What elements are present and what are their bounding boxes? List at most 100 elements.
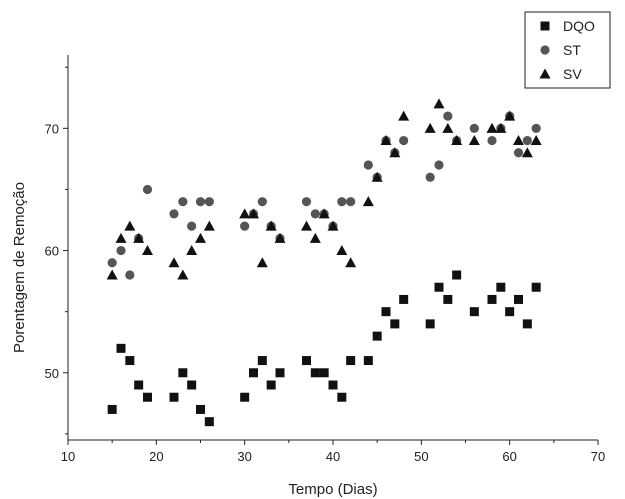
y-tick-label: 70: [45, 121, 59, 136]
sv-point: [389, 147, 401, 158]
series-sv: [106, 98, 542, 280]
sv-point: [336, 245, 348, 256]
st-point: [178, 197, 188, 207]
sv-point: [433, 98, 445, 109]
st-point: [337, 197, 347, 207]
dqo-point: [107, 404, 117, 414]
x-tick-label: 20: [149, 449, 163, 464]
legend: DQO ST SV: [524, 11, 611, 89]
dqo-point: [522, 319, 532, 329]
dqo-point: [337, 392, 347, 402]
sv-point: [248, 208, 259, 219]
x-axis-title: Tempo (Dias): [288, 481, 377, 498]
sv-point: [301, 220, 312, 231]
data-points: [106, 98, 542, 427]
dqo-point: [169, 392, 179, 402]
st-point: [310, 209, 320, 219]
series-st: [107, 111, 541, 280]
sv-point: [186, 245, 198, 256]
legend-label-sv: SV: [563, 66, 582, 82]
dqo-point: [505, 307, 515, 317]
sv-point: [177, 269, 189, 280]
st-point: [301, 197, 312, 207]
sv-point: [398, 110, 410, 121]
dqo-point: [381, 307, 391, 317]
dqo-point: [143, 392, 152, 402]
dqo-point: [187, 380, 197, 390]
legend-marker-sv: [539, 68, 551, 79]
dqo-point: [116, 343, 126, 353]
sv-point: [265, 220, 277, 231]
sv-point: [513, 135, 524, 146]
st-point: [443, 111, 453, 121]
st-point: [425, 172, 435, 182]
st-point: [487, 135, 497, 146]
sv-point: [486, 122, 498, 133]
dqo-point: [487, 294, 497, 304]
legend-label-st: ST: [563, 42, 581, 58]
dqo-point: [240, 392, 250, 402]
series-dqo: [107, 270, 541, 427]
sv-point: [256, 257, 268, 268]
dqo-point: [178, 368, 188, 378]
legend-marker-dqo: [540, 21, 550, 31]
legend-label-dqo: DQO: [563, 18, 595, 34]
sv-point: [362, 196, 374, 207]
sv-point: [318, 208, 330, 219]
x-tick-label: 70: [591, 449, 605, 464]
dqo-point: [531, 282, 541, 292]
sv-point: [451, 135, 463, 146]
dqo-point: [399, 294, 409, 304]
sv-point: [274, 232, 286, 243]
st-point: [142, 184, 153, 195]
sv-point: [168, 257, 180, 268]
st-point: [513, 148, 524, 158]
sv-point: [106, 269, 118, 280]
sv-point: [468, 135, 480, 146]
sv-point: [504, 110, 516, 121]
dqo-point: [443, 294, 453, 304]
sv-point: [195, 232, 206, 243]
legend-marker-st: [540, 45, 550, 55]
dqo-point: [249, 368, 258, 378]
dqo-point: [196, 404, 205, 414]
dqo-point: [328, 380, 338, 390]
sv-point: [124, 220, 136, 231]
st-point: [469, 123, 479, 133]
x-tick-label: 10: [61, 449, 75, 464]
st-point: [240, 221, 250, 231]
st-point: [434, 160, 444, 170]
dqo-point: [390, 319, 400, 329]
sv-point: [380, 135, 392, 146]
sv-point: [115, 232, 127, 243]
st-point: [195, 197, 206, 207]
dqo-point: [434, 282, 444, 292]
sv-point: [495, 122, 507, 133]
dqo-point: [346, 356, 356, 366]
st-point: [363, 160, 373, 170]
x-axis: 10 20 30 40 50 60 70: [61, 440, 605, 464]
st-point: [169, 209, 179, 219]
sv-point: [424, 122, 436, 133]
dqo-point: [204, 417, 214, 427]
dqo-point: [275, 368, 285, 378]
dqo-point: [452, 270, 462, 280]
dqo-point: [134, 380, 144, 390]
sv-point: [442, 122, 454, 133]
sv-point: [309, 232, 321, 243]
dqo-point: [125, 356, 135, 366]
y-tick-label: 60: [45, 244, 59, 259]
sv-point: [521, 147, 533, 158]
x-tick-label: 30: [237, 449, 251, 464]
st-point: [107, 258, 117, 268]
y-axis-title: Porentagem de Remoção: [11, 182, 28, 353]
dqo-point: [363, 356, 373, 366]
dqo-point: [266, 380, 276, 390]
st-point: [116, 245, 126, 256]
dqo-point: [372, 331, 382, 341]
y-axis: 50 60 70: [45, 66, 68, 435]
y-tick-label: 50: [45, 366, 59, 381]
dqo-point: [496, 282, 506, 292]
sv-point: [142, 245, 153, 256]
